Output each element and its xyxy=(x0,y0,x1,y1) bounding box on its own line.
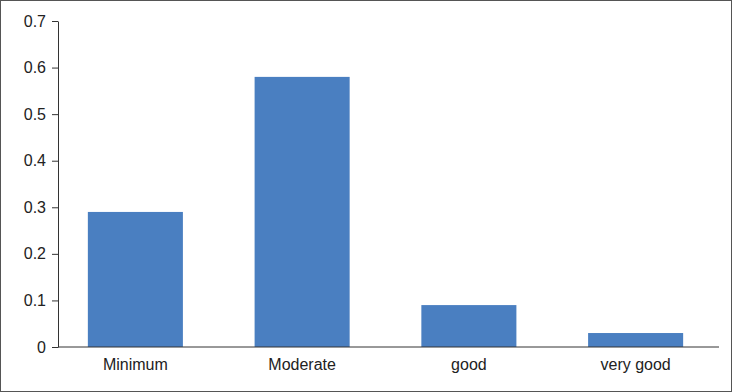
y-tick-label: 0 xyxy=(37,339,46,356)
y-axis: 0 0.1 0.2 0.3 0.4 0.5 0.6 0.7 xyxy=(24,13,59,356)
x-tick-label: good xyxy=(451,356,487,373)
y-tick-label: 0.6 xyxy=(24,59,46,76)
x-tick: Moderate xyxy=(268,347,336,373)
y-tick-label: 0.7 xyxy=(24,13,46,30)
y-tick-mark xyxy=(52,161,58,162)
y-axis-line xyxy=(58,22,59,348)
y-tick: 0.2 xyxy=(24,245,58,262)
chart: 0 0.1 0.2 0.3 0.4 0.5 0.6 0.7 Minimum Moderate goo… xyxy=(0,0,732,392)
y-tick-mark xyxy=(52,114,58,115)
x-tick: Minimum xyxy=(103,347,168,373)
y-tick-mark xyxy=(52,347,58,348)
x-tick-label: very good xyxy=(600,356,670,373)
y-tick: 0.7 xyxy=(24,13,58,30)
y-tick: 0.4 xyxy=(24,152,58,169)
y-tick-mark xyxy=(52,68,58,69)
y-tick-mark xyxy=(52,254,58,255)
x-tick: very good xyxy=(600,347,670,373)
frame xyxy=(1,1,732,392)
bar xyxy=(255,77,350,347)
x-tick: good xyxy=(451,347,487,373)
y-tick-mark xyxy=(52,300,58,301)
bar xyxy=(421,305,516,347)
y-tick-label: 0.4 xyxy=(24,152,46,169)
y-tick: 0.6 xyxy=(24,59,58,76)
y-tick-label: 0.3 xyxy=(24,199,46,216)
y-tick: 0 xyxy=(37,339,58,356)
y-tick-label: 0.1 xyxy=(24,292,46,309)
y-tick: 0.5 xyxy=(24,106,58,123)
bar xyxy=(588,333,683,347)
y-tick-mark xyxy=(52,207,58,208)
bars xyxy=(88,77,683,347)
y-tick: 0.3 xyxy=(24,199,58,216)
x-axis: Minimum Moderate good very good xyxy=(58,347,719,373)
y-tick-label: 0.5 xyxy=(24,106,46,123)
x-axis-line xyxy=(58,347,719,348)
y-tick-label: 0.2 xyxy=(24,245,46,262)
y-tick-mark xyxy=(52,21,58,22)
y-tick: 0.1 xyxy=(24,292,58,309)
bar xyxy=(88,212,183,347)
x-tick-label: Minimum xyxy=(103,356,168,373)
x-tick-label: Moderate xyxy=(268,356,336,373)
